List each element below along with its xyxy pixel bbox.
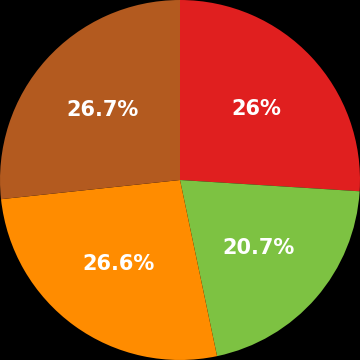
Wedge shape	[180, 0, 360, 191]
Wedge shape	[180, 180, 360, 356]
Wedge shape	[0, 0, 180, 199]
Text: 26.7%: 26.7%	[66, 100, 139, 120]
Text: 26%: 26%	[231, 99, 281, 118]
Wedge shape	[1, 180, 217, 360]
Text: 20.7%: 20.7%	[223, 238, 295, 258]
Text: 26.6%: 26.6%	[82, 255, 155, 274]
